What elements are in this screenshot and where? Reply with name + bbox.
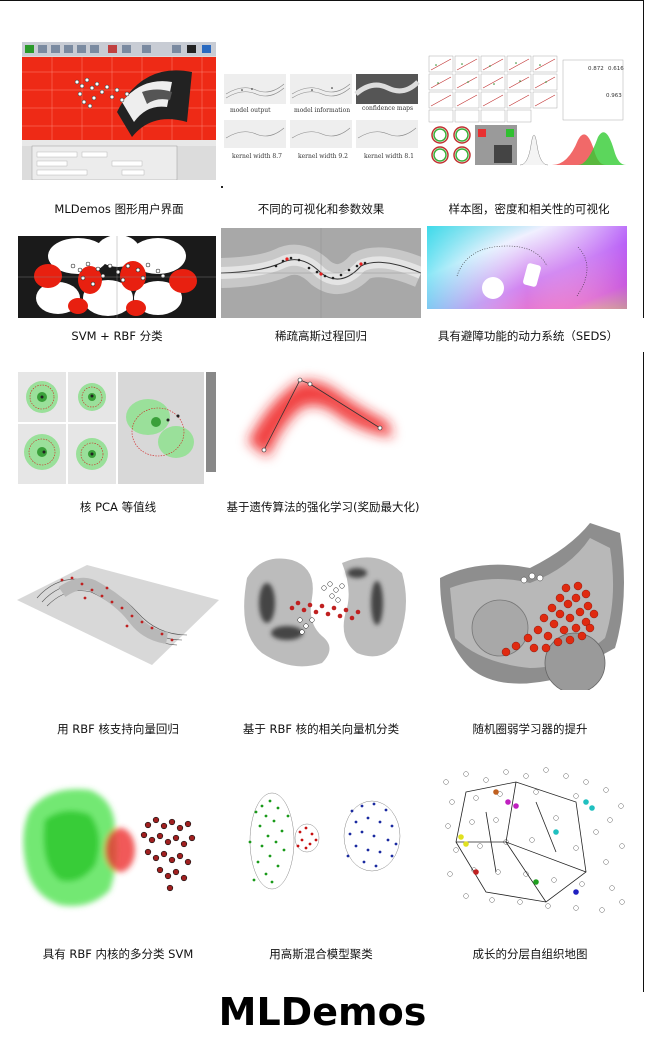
- corr-value-2: 0.616: [608, 66, 624, 72]
- visualization-variants: model output model information confidenc…: [222, 72, 420, 164]
- caption-visualization: 不同的可视化和参数效果: [257, 202, 385, 216]
- boosting-random-circles-image: [440, 518, 630, 690]
- svr-rbf-image: [17, 540, 219, 670]
- caption-svr-rbf: 用 RBF 核支持向量回归: [57, 722, 179, 736]
- brand-title: MLDemos: [218, 990, 427, 1034]
- caption-boosting: 随机圈弱学习器的提升: [472, 722, 588, 736]
- gui-screenshot: [22, 42, 216, 180]
- rvm-rbf-image: [232, 548, 412, 670]
- panel-label-model-output: model output: [230, 107, 271, 114]
- corr-value-1: 0.872: [588, 66, 604, 72]
- svm-rbf-image: [18, 236, 216, 318]
- multiclass-svm-image: [20, 780, 216, 915]
- growing-hierarchical-som-image: [436, 762, 632, 922]
- small-dot: [221, 186, 223, 188]
- panel-label-kernel-width-3: kernel width 8.1: [364, 153, 414, 160]
- caption-svm-rbf: SVM + RBF 分类: [71, 329, 163, 343]
- panel-label-model-information: model information: [294, 107, 350, 114]
- kernel-pca-image: [18, 372, 218, 487]
- right-border-lower: [643, 352, 644, 992]
- sparse-gp-regression-image: [221, 228, 421, 318]
- seds-image: [427, 226, 627, 309]
- panel-label-kernel-width-2: kernel width 9.2: [298, 153, 348, 160]
- genetic-rl-image: [228, 362, 418, 472]
- top-border: [0, 0, 643, 1]
- caption-gmm: 用高斯混合模型聚类: [269, 947, 373, 961]
- caption-seds: 具有避障功能的动力系统（SEDS）: [437, 329, 619, 343]
- panel-label-confidence-maps: confidence maps: [362, 105, 413, 112]
- right-border-upper: [643, 0, 644, 318]
- corr-value-3: 0.963: [606, 93, 622, 99]
- caption-genetic-rl: 基于遗传算法的强化学习(奖励最大化): [226, 500, 420, 514]
- caption-kernel-pca: 核 PCA 等值线: [79, 500, 157, 514]
- caption-sample-plots: 样本图，密度和相关性的可视化: [448, 202, 610, 216]
- sample-plots: 0.872 0.616 0.963: [428, 55, 628, 167]
- gmm-clustering-image: [232, 786, 412, 898]
- caption-multiclass-svm: 具有 RBF 内核的多分类 SVM: [42, 947, 194, 961]
- caption-sparse-gp: 稀疏高斯过程回归: [275, 329, 367, 343]
- caption-ghsom: 成长的分层自组织地图: [472, 947, 588, 961]
- caption-gui: MLDemos 图形用户界面: [54, 202, 184, 216]
- caption-rvm-rbf: 基于 RBF 核的相关向量机分类: [242, 722, 400, 736]
- panel-label-kernel-width-1: kernel width 8.7: [232, 153, 282, 160]
